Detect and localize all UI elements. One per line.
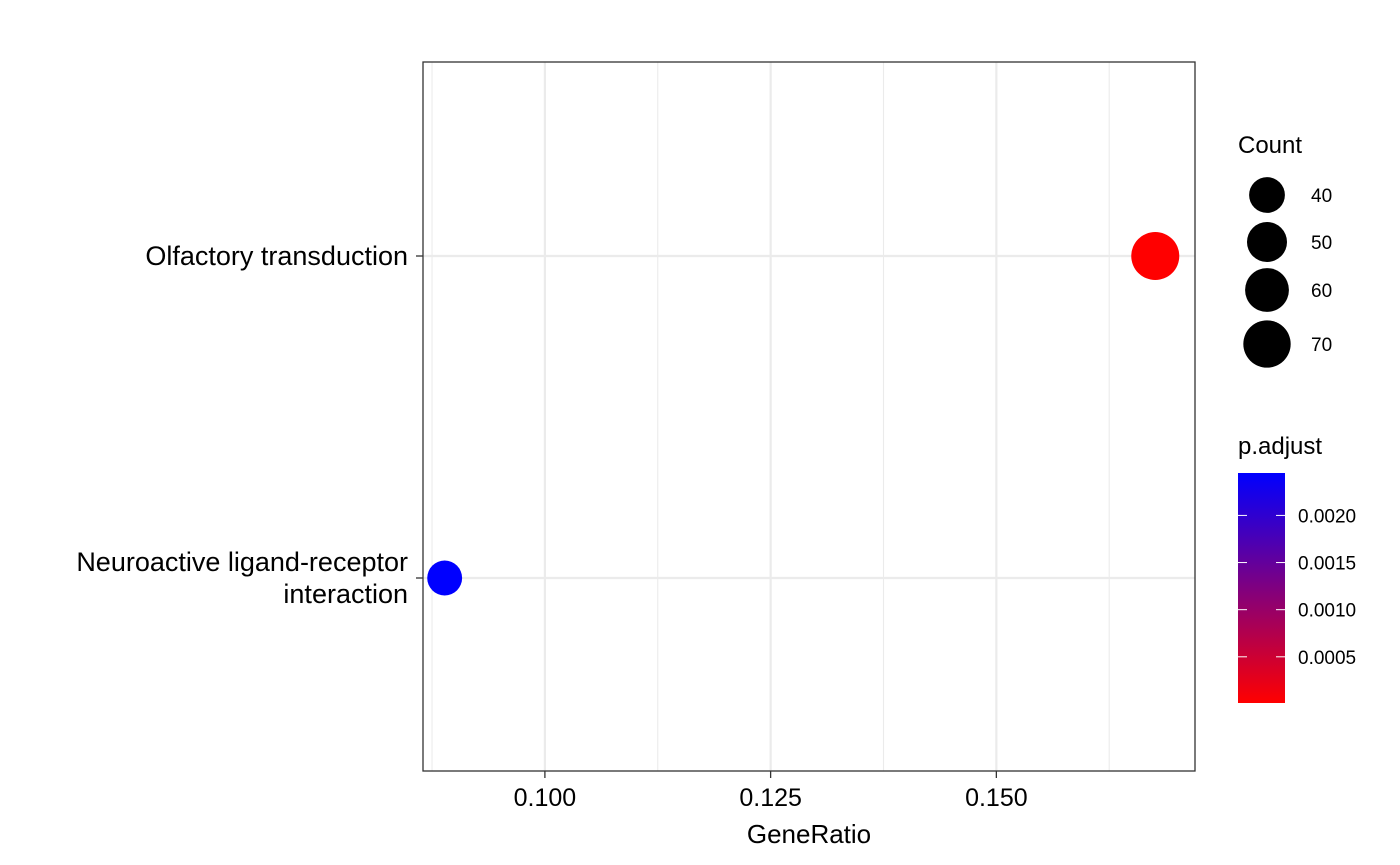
count-legend-key <box>1249 177 1285 213</box>
p-adjust-legend-title: p.adjust <box>1238 433 1322 460</box>
count-legend-label: 50 <box>1311 233 1332 254</box>
y-tick-label: Olfactory transduction <box>145 241 408 271</box>
count-legend-key <box>1246 221 1288 263</box>
x-tick-label: 0.100 <box>514 784 577 812</box>
count-legend-label: 60 <box>1311 281 1332 302</box>
count-legend-label: 40 <box>1311 186 1332 207</box>
x-tick-label: 0.150 <box>965 784 1028 812</box>
x-axis: 0.100 0.125 0.150 <box>514 771 1028 812</box>
y-tick-label: interaction <box>283 579 408 609</box>
count-legend-title: Count <box>1238 132 1302 159</box>
data-point <box>1131 231 1180 281</box>
data-points <box>427 231 1180 596</box>
p-adjust-colorbar-ticks: 0.0005 0.0010 0.0015 0.0020 <box>1238 506 1356 669</box>
y-tick-label: Neuroactive ligand-receptor <box>76 547 408 577</box>
plot-panel-background <box>423 62 1195 771</box>
count-legend-key <box>1243 320 1291 368</box>
p-adjust-legend: p.adjust 0.0005 0.0010 0.0015 0.0020 <box>1238 433 1356 703</box>
count-legend-key <box>1245 268 1289 312</box>
count-legend-label: 70 <box>1311 335 1332 356</box>
p-adjust-legend-label: 0.0010 <box>1298 601 1356 622</box>
p-adjust-colorbar <box>1238 473 1285 703</box>
count-legend: Count 40 50 60 70 <box>1238 132 1332 368</box>
x-axis-title: GeneRatio <box>747 819 871 849</box>
count-legend-keys: 40 50 60 70 <box>1243 177 1332 368</box>
plot-panel-border <box>422 61 1196 772</box>
grid-lines <box>423 62 1195 771</box>
x-tick-label: 0.125 <box>739 784 802 812</box>
p-adjust-legend-label: 0.0005 <box>1298 648 1356 669</box>
data-point <box>427 560 463 596</box>
p-adjust-legend-label: 0.0015 <box>1298 554 1356 575</box>
p-adjust-legend-label: 0.0020 <box>1298 506 1356 527</box>
